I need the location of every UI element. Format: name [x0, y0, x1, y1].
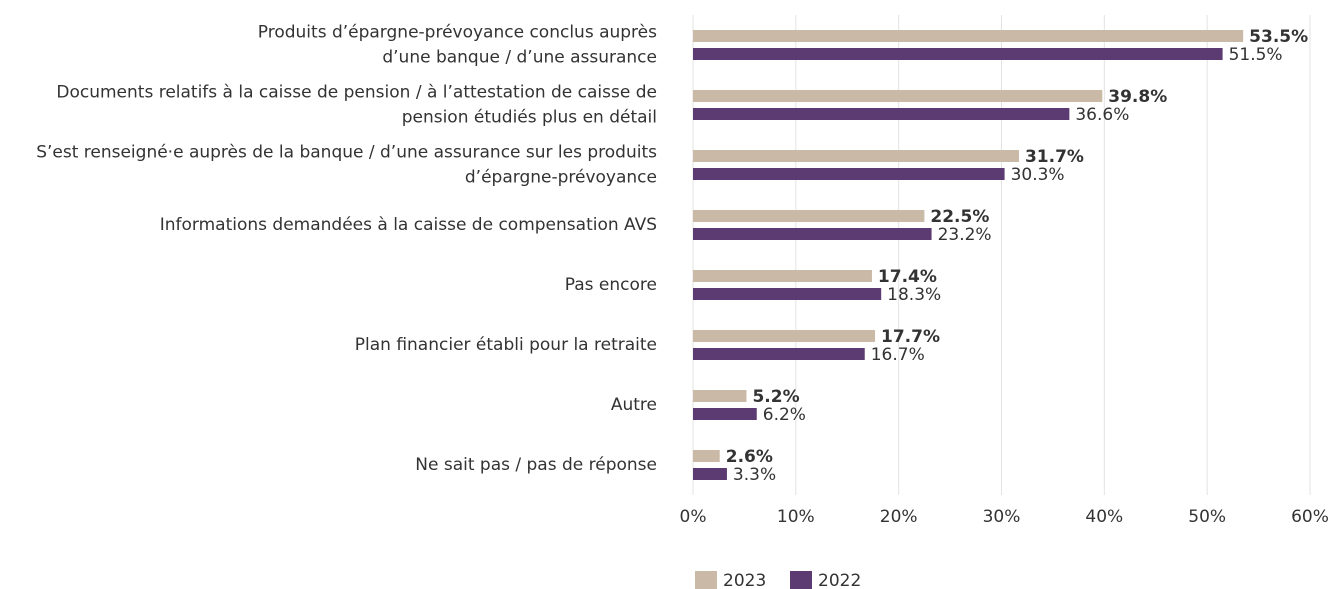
- bar: [693, 30, 1244, 42]
- bar: [693, 150, 1019, 162]
- category-label-line: Documents relatifs à la caisse de pensio…: [56, 83, 657, 103]
- legend-label: 2023: [723, 571, 766, 589]
- legend-swatch: [790, 571, 812, 589]
- x-tick-label: 50%: [1188, 507, 1226, 527]
- category-label-line: d’une banque / d’une assurance: [382, 48, 657, 68]
- bar: [693, 108, 1070, 120]
- value-label: 3.3%: [733, 465, 776, 485]
- category-label: S’est renseigné·e auprès de la banque / …: [36, 143, 657, 188]
- value-label: 17.4%: [878, 267, 937, 287]
- bar: [693, 468, 727, 480]
- bar: [693, 450, 720, 462]
- category-label: Plan financier établi pour la retraite: [355, 335, 657, 355]
- bar: [693, 228, 932, 240]
- value-label: 18.3%: [887, 285, 941, 305]
- value-label: 6.2%: [763, 405, 806, 425]
- bar: [693, 90, 1103, 102]
- category-label: Ne sait pas / pas de réponse: [415, 455, 657, 475]
- bar: [693, 48, 1223, 60]
- value-label: 5.2%: [752, 387, 799, 407]
- legend-label: 2022: [818, 571, 861, 589]
- category-label-line: Produits d’épargne-prévoyance conclus au…: [258, 23, 657, 43]
- category-label-line: d’épargne-prévoyance: [465, 168, 657, 188]
- value-label: 23.2%: [938, 225, 992, 245]
- value-label: 31.7%: [1025, 147, 1084, 167]
- value-label: 17.7%: [881, 327, 940, 347]
- x-tick-label: 20%: [880, 507, 918, 527]
- value-label: 2.6%: [726, 447, 773, 467]
- bar: [693, 270, 872, 282]
- bar: [693, 168, 1005, 180]
- value-label: 39.8%: [1108, 87, 1167, 107]
- value-label: 16.7%: [871, 345, 925, 365]
- value-label: 53.5%: [1249, 27, 1308, 47]
- value-label: 36.6%: [1075, 105, 1129, 125]
- value-label: 22.5%: [930, 207, 989, 227]
- category-label: Informations demandées à la caisse de co…: [160, 215, 657, 235]
- bar: [693, 390, 747, 402]
- x-tick-label: 30%: [983, 507, 1021, 527]
- value-label: 51.5%: [1229, 45, 1283, 65]
- x-tick-label: 10%: [777, 507, 815, 527]
- category-label: Autre: [611, 395, 657, 415]
- category-label-line: pension étudiés plus en détail: [402, 108, 657, 128]
- category-label: Documents relatifs à la caisse de pensio…: [56, 83, 657, 128]
- legend-swatch: [695, 571, 717, 589]
- value-label: 30.3%: [1011, 165, 1065, 185]
- bar: [693, 348, 865, 360]
- bar: [693, 408, 757, 420]
- bar: [693, 288, 882, 300]
- x-tick-label: 0%: [680, 507, 707, 527]
- category-label: Pas encore: [565, 275, 657, 295]
- x-tick-label: 60%: [1291, 507, 1329, 527]
- x-tick-label: 40%: [1085, 507, 1123, 527]
- category-label-line: S’est renseigné·e auprès de la banque / …: [36, 143, 657, 163]
- bar: [693, 210, 925, 222]
- bar: [693, 330, 876, 342]
- category-label: Produits d’épargne-prévoyance conclus au…: [258, 23, 657, 68]
